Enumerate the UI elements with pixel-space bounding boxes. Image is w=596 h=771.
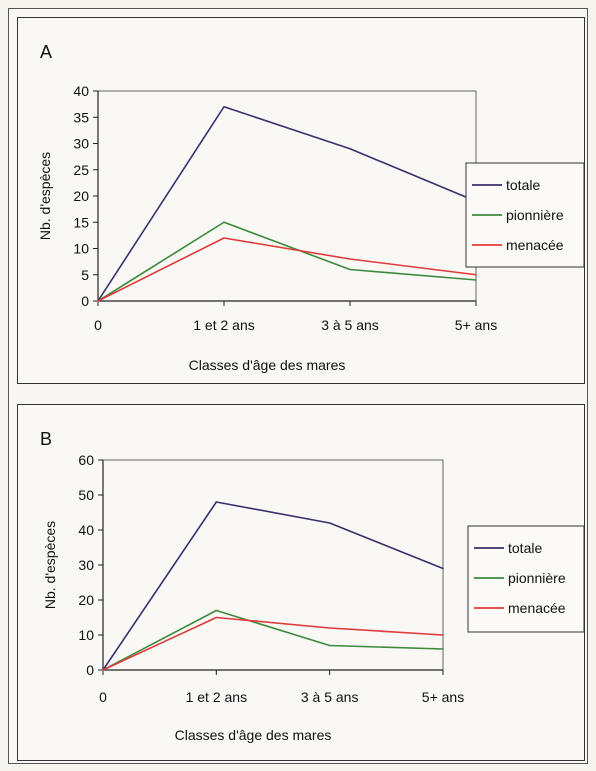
data-point-b-2 — [328, 627, 331, 629]
y-axis-title-b: Nb. d'espèces — [42, 521, 58, 609]
panel-label-b: B — [40, 429, 52, 449]
x-tick-label-a: 3 à 5 ans — [321, 317, 379, 333]
y-tick-label-b: 20 — [78, 592, 94, 608]
data-point-b-0 — [442, 567, 444, 570]
x-tick-label-b: 5+ ans — [422, 689, 464, 705]
series-line-b-1 — [102, 609, 444, 671]
x-tick-label-a: 1 et 2 ans — [193, 317, 255, 333]
x-tick-label-b: 0 — [99, 689, 107, 705]
series-line-b-2 — [102, 616, 444, 671]
chart-panel-a: A 0 5 10 15 20 25 30 35 40 0 1 et 2 ans 3 à 5 ans 5+ … — [17, 17, 585, 384]
data-point-b-1 — [215, 609, 218, 612]
y-tick-label-b: 50 — [78, 487, 94, 503]
y-tick-label-b: 30 — [78, 557, 94, 573]
y-tick-label-a: 10 — [73, 241, 89, 257]
y-axis-title-a: Nb. d'espèces — [37, 152, 53, 240]
data-point-b-2 — [102, 669, 104, 671]
y-tick-label-a: 35 — [73, 109, 89, 125]
legend-label-b-2: menacée — [508, 600, 566, 616]
x-tick-label-a: 0 — [94, 317, 102, 333]
x-axis-title-b: Classes d'âge des mares — [175, 727, 332, 743]
y-tick-label-a: 0 — [81, 293, 89, 309]
panel-label-a: A — [40, 42, 52, 62]
y-tick-label-a: 5 — [81, 267, 89, 283]
legend-box-b — [467, 525, 585, 633]
data-point-a-2 — [349, 258, 351, 260]
y-tick-label-b: 40 — [78, 522, 94, 538]
data-point-a-2 — [97, 300, 99, 302]
y-tick-label-b: 10 — [78, 627, 94, 643]
y-tick-label-a: 15 — [73, 214, 89, 230]
legend-label-b-1: pionnière — [508, 570, 566, 586]
y-tick-label-a: 25 — [73, 162, 89, 178]
data-point-a-1 — [475, 279, 477, 281]
x-tick-label-b: 3 à 5 ans — [301, 689, 359, 705]
data-point-a-0 — [223, 105, 225, 108]
legend-label-b-0: totale — [508, 540, 542, 556]
data-point-b-0 — [328, 522, 331, 524]
series-line-a-2 — [97, 237, 477, 302]
legend-label-a-2: menacée — [506, 237, 564, 253]
chart-panel-b: B 0 10 20 30 40 50 60 0 1 et 2 ans 3 à 5 ans 5+ ans… — [17, 404, 585, 761]
chart-a-svg: A 0 5 10 15 20 25 30 35 40 0 1 et 2 ans 3 à 5 ans 5+ … — [37, 42, 585, 373]
series-line-b-0 — [102, 501, 444, 671]
data-point-b-1 — [442, 648, 444, 650]
plot-area-b — [102, 459, 444, 671]
y-tick-label-b: 60 — [78, 452, 94, 468]
data-point-a-0 — [349, 147, 351, 150]
chart-b-svg: B 0 10 20 30 40 50 60 0 1 et 2 ans 3 à 5 ans 5+ ans… — [40, 429, 585, 743]
plot-area-a — [97, 90, 477, 302]
data-point-a-1 — [349, 268, 351, 271]
y-tick-label-a: 40 — [73, 83, 89, 99]
x-tick-label-b: 1 et 2 ans — [186, 689, 248, 705]
x-tick-label-a: 5+ ans — [455, 317, 497, 333]
x-axis-title-a: Classes d'âge des mares — [189, 357, 346, 373]
legend-label-a-1: pionnière — [506, 207, 564, 223]
data-point-b-0 — [215, 501, 218, 503]
series-line-a-0 — [97, 105, 477, 302]
series-line-a-1 — [97, 221, 477, 302]
y-tick-label-a: 20 — [73, 188, 89, 204]
legend-label-a-0: totale — [506, 177, 540, 193]
data-point-a-2 — [475, 273, 477, 276]
data-point-b-2 — [442, 634, 444, 636]
data-point-a-2 — [223, 237, 225, 239]
data-point-b-2 — [215, 616, 218, 619]
y-tick-label-b: 0 — [86, 662, 94, 678]
data-point-a-1 — [223, 221, 225, 224]
y-tick-label-a: 30 — [73, 136, 89, 152]
data-point-b-1 — [328, 644, 331, 647]
